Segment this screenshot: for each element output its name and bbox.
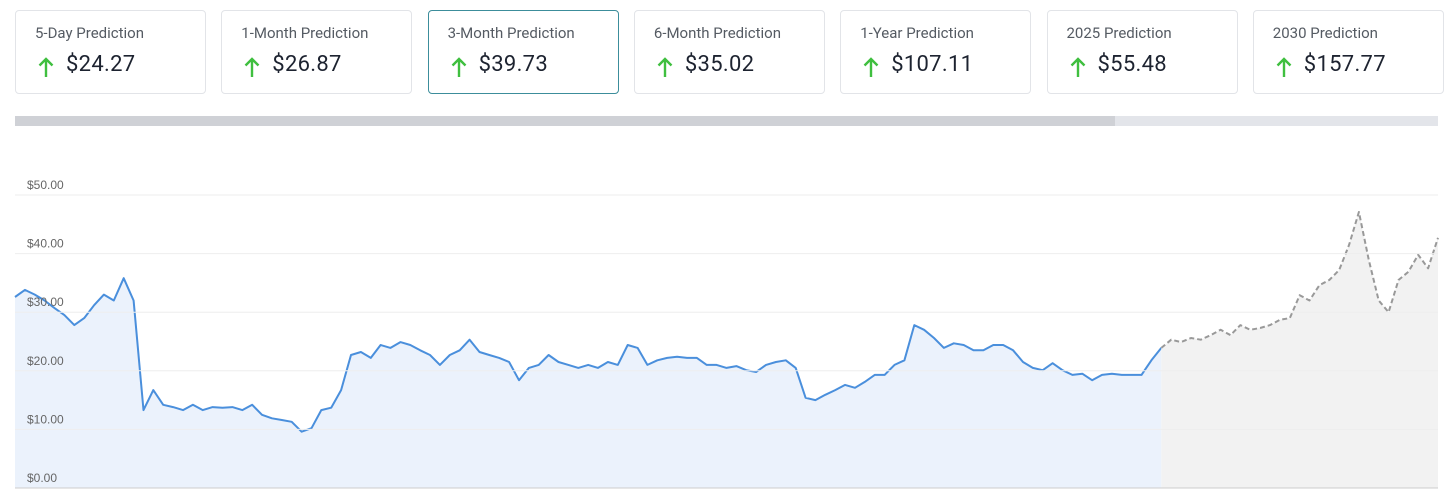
prediction-card[interactable]: 3-Month Prediction $39.73 bbox=[427, 10, 619, 94]
card-value: $107.11 bbox=[891, 52, 974, 77]
arrow-path bbox=[38, 57, 54, 77]
area-fill bbox=[1161, 212, 1438, 488]
card-label: 1-Month Prediction bbox=[241, 24, 369, 42]
y-tick-label: $40.00 bbox=[27, 237, 64, 251]
card-label: 6-Month Prediction bbox=[653, 24, 782, 42]
scroll-thumb[interactable] bbox=[15, 116, 1115, 126]
arrow-path bbox=[657, 57, 673, 77]
card-value: $35.02 bbox=[684, 52, 755, 77]
prediction-card[interactable]: 1-Month Prediction $26.87 bbox=[221, 10, 413, 94]
card-value: $24.27 bbox=[66, 52, 136, 77]
up-arrow bbox=[451, 57, 466, 77]
y-tick-label: $20.00 bbox=[27, 354, 64, 368]
arrow-path bbox=[1276, 57, 1292, 77]
card-value: $26.87 bbox=[272, 52, 342, 77]
arrow-path bbox=[244, 57, 260, 77]
card-label: 2030 Prediction bbox=[1272, 24, 1378, 42]
prediction-cards: 5-Day Prediction $24.27 1-Month Prediction… bbox=[0, 0, 1446, 100]
up-arrow bbox=[1276, 57, 1292, 77]
card-value: $157.77 bbox=[1303, 52, 1386, 77]
up-arrow bbox=[1070, 57, 1085, 77]
up-arrow bbox=[38, 57, 54, 77]
area-fill bbox=[15, 278, 1162, 488]
card-label: 2025 Prediction bbox=[1066, 24, 1172, 42]
card-label: 5-Day Prediction bbox=[35, 24, 144, 42]
data-line bbox=[14, 277, 1163, 433]
prediction-card[interactable]: 2025 Prediction $55.48 bbox=[1046, 10, 1238, 94]
arrow-path bbox=[863, 57, 879, 77]
up-arrow bbox=[657, 57, 673, 77]
up-arrow bbox=[863, 57, 879, 77]
card-label: 1-Year Prediction bbox=[860, 24, 974, 42]
prediction-card[interactable]: 1-Year Prediction $107.11 bbox=[840, 10, 1032, 94]
y-tick-label: $30.00 bbox=[27, 295, 64, 309]
arrow-path bbox=[1070, 57, 1085, 77]
prediction-card[interactable]: 5-Day Prediction $24.27 bbox=[15, 10, 206, 94]
data-line bbox=[1160, 211, 1439, 349]
prediction-card[interactable]: 2030 Prediction $157.77 bbox=[1252, 10, 1444, 94]
card-value: $55.48 bbox=[1097, 52, 1167, 77]
card-value: $39.73 bbox=[478, 52, 549, 77]
y-tick-label: $0.00 bbox=[27, 471, 57, 485]
y-tick-label: $10.00 bbox=[27, 412, 64, 426]
prediction-card[interactable]: 6-Month Prediction $35.02 bbox=[633, 10, 825, 94]
card-label: 3-Month Prediction bbox=[447, 24, 575, 42]
up-arrow bbox=[244, 57, 260, 77]
y-tick-label: $50.00 bbox=[27, 178, 64, 192]
arrow-path bbox=[451, 57, 466, 77]
